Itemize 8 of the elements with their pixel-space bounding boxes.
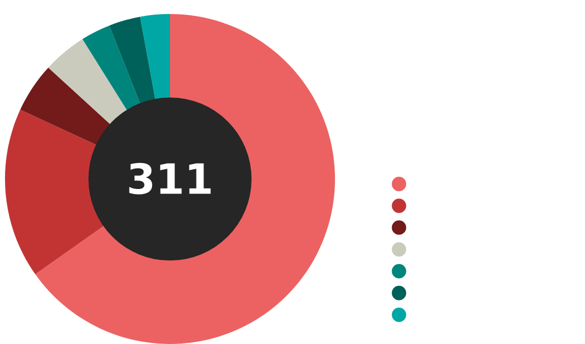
donut-slice — [109, 16, 156, 104]
donut-slice — [5, 110, 104, 274]
donut-slice — [35, 14, 335, 344]
donut-slice — [48, 39, 128, 124]
donut-slice — [20, 68, 110, 146]
donut-slice — [82, 26, 140, 110]
donut-slice — [140, 14, 170, 100]
text: 311 — [129, 162, 211, 194]
